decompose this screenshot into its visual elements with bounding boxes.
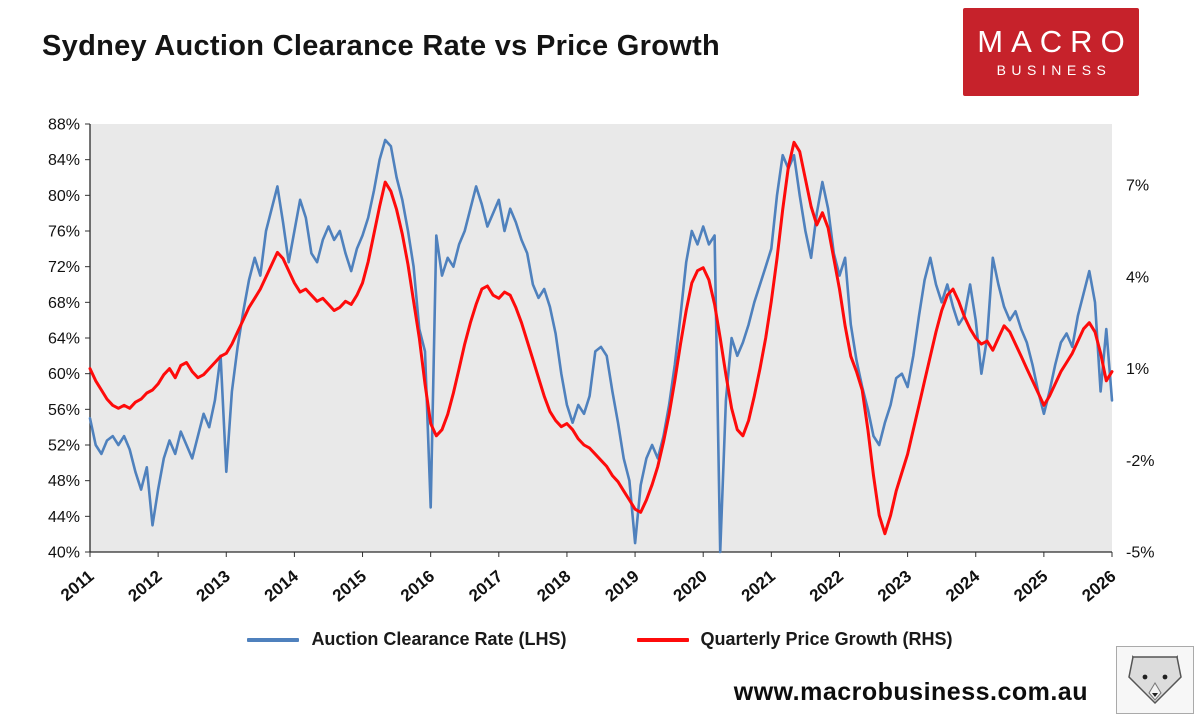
svg-text:44%: 44% [48, 509, 80, 526]
svg-text:56%: 56% [48, 402, 80, 419]
page-title: Sydney Auction Clearance Rate vs Price G… [42, 30, 721, 62]
svg-text:2020: 2020 [670, 567, 711, 606]
svg-text:2013: 2013 [193, 567, 234, 606]
svg-text:2012: 2012 [125, 567, 166, 606]
svg-text:7%: 7% [1126, 178, 1149, 195]
svg-text:2014: 2014 [261, 566, 303, 605]
svg-text:2023: 2023 [874, 567, 915, 606]
svg-text:2024: 2024 [942, 566, 984, 605]
svg-text:2025: 2025 [1010, 567, 1051, 606]
svg-text:84%: 84% [48, 152, 80, 169]
svg-text:2018: 2018 [533, 567, 574, 606]
fox-logo [1116, 646, 1194, 714]
chart-legend: Auction Clearance Rate (LHS) Quarterly P… [0, 629, 1200, 650]
svg-text:60%: 60% [48, 366, 80, 383]
svg-text:68%: 68% [48, 295, 80, 312]
red-line-swatch [636, 637, 689, 642]
svg-text:2019: 2019 [601, 567, 642, 606]
svg-text:2022: 2022 [806, 567, 847, 606]
svg-text:64%: 64% [48, 331, 80, 348]
blue-line-swatch [247, 637, 300, 642]
legend-item-price-growth: Quarterly Price Growth (RHS) [636, 629, 953, 650]
logo-text-business: BUSINESS [996, 61, 1112, 78]
svg-text:-5%: -5% [1126, 545, 1154, 562]
fox-icon [1128, 655, 1182, 705]
macrobusiness-logo: MACRO BUSINESS [963, 8, 1139, 96]
svg-text:2016: 2016 [397, 567, 438, 606]
svg-text:72%: 72% [48, 259, 80, 276]
svg-text:76%: 76% [48, 224, 80, 241]
svg-text:2026: 2026 [1078, 567, 1119, 606]
svg-text:2015: 2015 [329, 567, 370, 606]
svg-text:2017: 2017 [465, 567, 506, 606]
website-url: www.macrobusiness.com.au [733, 678, 1088, 706]
svg-text:80%: 80% [48, 188, 80, 205]
svg-text:2021: 2021 [738, 567, 779, 606]
legend-label: Quarterly Price Growth (RHS) [700, 629, 953, 649]
svg-text:88%: 88% [48, 117, 80, 134]
svg-text:-2%: -2% [1126, 453, 1154, 470]
svg-text:40%: 40% [48, 545, 80, 562]
svg-text:2011: 2011 [57, 567, 97, 605]
svg-text:48%: 48% [48, 473, 80, 490]
svg-text:52%: 52% [48, 438, 80, 455]
svg-text:1%: 1% [1126, 361, 1149, 378]
legend-item-clearance-rate: Auction Clearance Rate (LHS) [247, 629, 567, 650]
logo-text-macro: MACRO [977, 24, 1133, 60]
legend-label: Auction Clearance Rate (LHS) [311, 629, 567, 649]
svg-text:4%: 4% [1126, 269, 1149, 286]
